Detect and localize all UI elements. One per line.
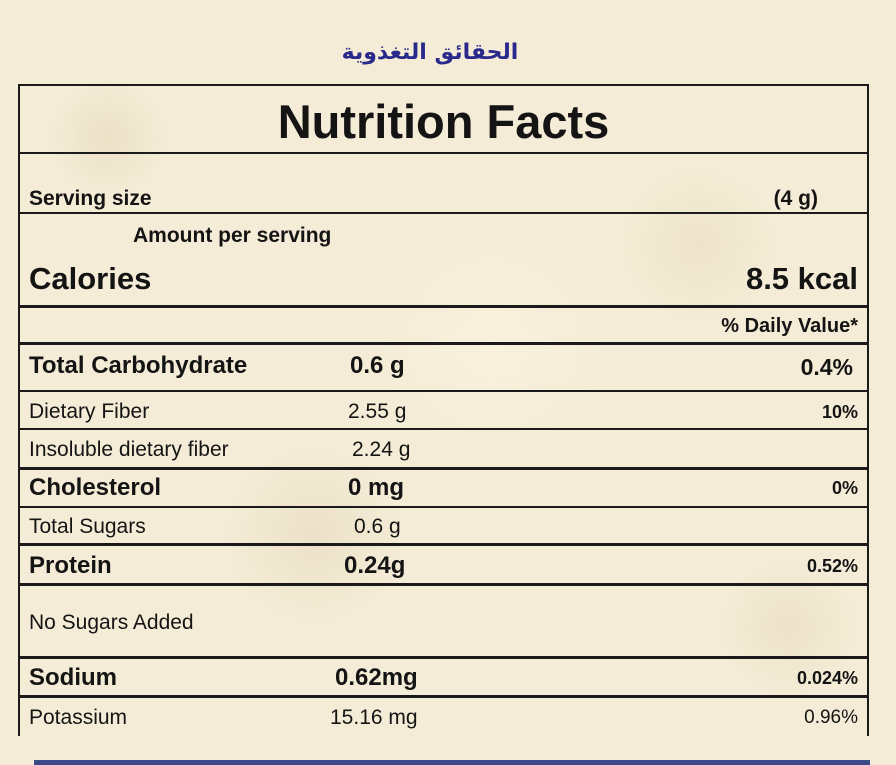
divider-serving bbox=[20, 212, 867, 214]
amount-per-serving: Amount per serving bbox=[133, 224, 332, 247]
row-divider bbox=[20, 656, 867, 659]
nutrition-label: Nutrition Facts Serving size (4 g) Amoun… bbox=[18, 84, 869, 736]
bottom-bar bbox=[34, 760, 870, 765]
divider-title bbox=[20, 152, 867, 154]
row-name: Sodium bbox=[29, 664, 117, 691]
row-amount: 0.6 g bbox=[354, 515, 401, 538]
row-amount: 15.16 mg bbox=[330, 706, 418, 729]
row-divider bbox=[20, 467, 867, 470]
row-divider bbox=[20, 390, 867, 392]
row-amount: 0.24g bbox=[344, 552, 406, 579]
calories-label: Calories bbox=[29, 261, 152, 296]
row-amount: 0.62mg bbox=[335, 664, 418, 691]
divider-dv-header bbox=[20, 342, 867, 345]
row-divider bbox=[20, 543, 867, 546]
row-amount: 2.24 g bbox=[352, 438, 411, 461]
row-dv: 0.4% bbox=[800, 354, 853, 380]
row-dv: 10% bbox=[821, 402, 858, 422]
row-name: Insoluble dietary fiber bbox=[29, 438, 229, 461]
row-name: Total Carbohydrate bbox=[29, 352, 248, 379]
row-dv: 0.96% bbox=[804, 707, 858, 728]
row-amount: 0 mg bbox=[348, 474, 405, 501]
row-name: Cholesterol bbox=[29, 474, 162, 501]
row-amount: 0.6 g bbox=[350, 352, 405, 379]
row-divider bbox=[20, 428, 867, 430]
calories-value: 8.5 kcal bbox=[745, 261, 858, 296]
row-name: No Sugars Added bbox=[29, 611, 194, 634]
row-name: Dietary Fiber bbox=[29, 400, 150, 423]
row-amount: 2.55 g bbox=[348, 400, 407, 423]
arabic-title: الحقائق التغذوية bbox=[341, 40, 519, 65]
row-dv: 0% bbox=[831, 478, 858, 498]
row-divider bbox=[20, 695, 867, 698]
divider-calories bbox=[20, 305, 867, 308]
row-dv: 0.52% bbox=[806, 556, 858, 576]
daily-value-header: % Daily Value* bbox=[721, 315, 858, 337]
row-name: Protein bbox=[29, 552, 112, 579]
label-title: Nutrition Facts bbox=[277, 95, 610, 148]
serving-size-value: (4 g) bbox=[773, 187, 818, 210]
row-dv: 0.024% bbox=[796, 668, 858, 688]
row-divider bbox=[20, 506, 867, 508]
row-name: Potassium bbox=[29, 706, 128, 729]
row-divider bbox=[20, 583, 867, 586]
serving-size-label: Serving size bbox=[29, 187, 152, 210]
row-name: Total Sugars bbox=[29, 515, 146, 538]
